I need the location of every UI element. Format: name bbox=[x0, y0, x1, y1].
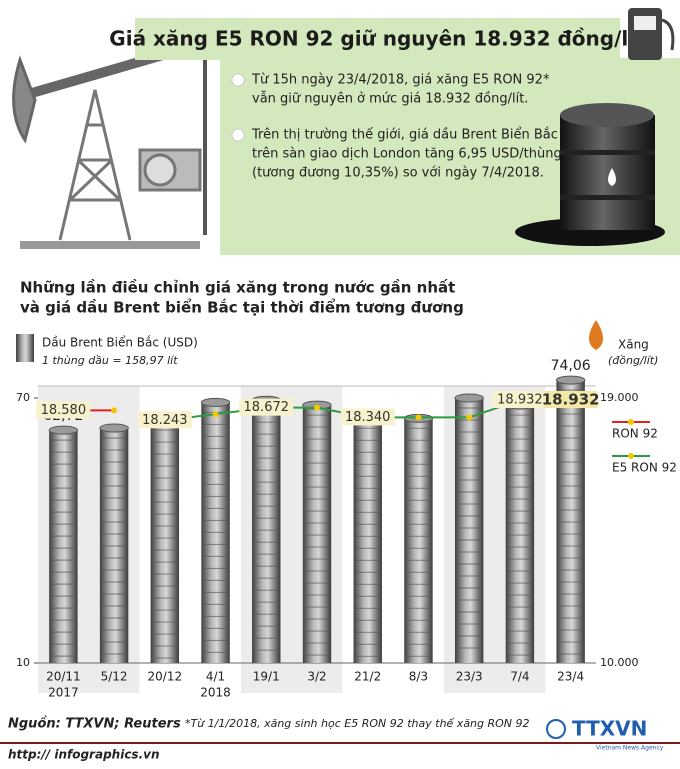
barrel-top bbox=[200, 397, 231, 407]
legend-dot bbox=[628, 453, 634, 459]
x-tick-year: 2017 bbox=[48, 686, 79, 700]
legend-label: E5 RON 92 bbox=[612, 461, 677, 475]
pump-illustration bbox=[12, 35, 217, 249]
barrel-illustration bbox=[515, 103, 665, 246]
value-label: 18.580 bbox=[41, 403, 87, 418]
value-label: 18.932 bbox=[542, 391, 600, 409]
subtitle: và giá dầu Brent biển Bắc tại thời điểm … bbox=[20, 298, 464, 317]
legend: Dầu Brent Biển Bắc (USD) 1 thùng dầu = 15… bbox=[16, 320, 677, 475]
logo-subtitle: Vietnam News Agency bbox=[596, 745, 664, 752]
logo: TTXVN bbox=[572, 717, 647, 741]
y2-label: Xăng bbox=[618, 338, 649, 352]
legend-label: Dầu Brent Biển Bắc (USD) bbox=[42, 336, 198, 350]
y2-tick-label: 10.000 bbox=[600, 656, 639, 669]
barrel bbox=[353, 418, 382, 663]
title-banner bbox=[135, 18, 620, 60]
value-label: 18.340 bbox=[345, 410, 391, 425]
barrel-top bbox=[99, 423, 129, 433]
legend-label: RON 92 bbox=[612, 427, 658, 441]
bullet-text: trên sàn giao dịch London tăng 6,95 USD/… bbox=[252, 147, 562, 162]
x-tick-label: 8/3 bbox=[409, 670, 428, 684]
barrel bbox=[302, 405, 332, 663]
value-label-box bbox=[36, 401, 91, 419]
y-tick-label: 70 bbox=[16, 391, 30, 404]
legend-drop bbox=[589, 320, 603, 350]
x-tick-label: 19/1 bbox=[253, 670, 280, 684]
value-label: 18.243 bbox=[142, 413, 188, 428]
fuel-pump-icon bbox=[628, 8, 675, 60]
barrel bbox=[404, 418, 433, 663]
bullet-text: Trên thị trường thế giới, giá dầu Brent … bbox=[251, 128, 558, 143]
bullet-text: vẫn giữ nguyên ở mức giá 18.932 đồng/lít… bbox=[252, 92, 528, 107]
x-tick-label: 4/1 bbox=[206, 670, 225, 684]
x-tick-year: 2018 bbox=[200, 686, 231, 700]
value-label-box bbox=[492, 391, 547, 409]
y2-tick-label: 19.000 bbox=[600, 391, 639, 404]
value-label-box bbox=[239, 398, 294, 416]
logo-mark bbox=[546, 719, 566, 739]
footer-rule bbox=[0, 742, 680, 744]
barrel-top bbox=[555, 375, 586, 385]
legend-dot bbox=[628, 419, 634, 425]
value-label: 74,06 bbox=[551, 358, 591, 374]
x-tick-label: 21/2 bbox=[354, 670, 381, 684]
barrel bbox=[252, 400, 281, 663]
legend-note: 1 thùng dầu = 158,97 lít bbox=[42, 354, 178, 367]
subtitle: Những lần điều chỉnh giá xăng trong nước… bbox=[20, 278, 455, 297]
url[interactable]: http:// infographics.vn bbox=[8, 748, 160, 762]
x-tick-label: 23/3 bbox=[456, 670, 483, 684]
series-point bbox=[212, 411, 219, 418]
value-label-box bbox=[543, 391, 598, 409]
value-label: 18.932 bbox=[497, 393, 543, 408]
footnote: *Từ 1/1/2018, xăng sinh học E5 RON 92 th… bbox=[185, 717, 530, 730]
value-label-box bbox=[340, 408, 395, 426]
x-tick-label: 7/4 bbox=[510, 670, 529, 684]
barrel-top bbox=[454, 393, 484, 403]
bullet-text: Từ 15h ngày 23/4/2018, giá xăng E5 RON 9… bbox=[251, 73, 550, 88]
chart: Những lần điều chỉnh giá xăng trong nước… bbox=[16, 278, 677, 700]
x-tick-label: 20/11 bbox=[46, 670, 81, 684]
x-tick-label: 3/2 bbox=[307, 670, 326, 684]
x-tick-label: 5/12 bbox=[101, 670, 128, 684]
series-point bbox=[314, 404, 320, 411]
barrel-top bbox=[48, 425, 79, 435]
barrel bbox=[49, 430, 78, 663]
legend-barrel bbox=[16, 334, 34, 362]
barrel bbox=[505, 405, 535, 663]
value-label: 18.672 bbox=[244, 400, 290, 415]
series-point bbox=[415, 414, 422, 421]
bullet-dot bbox=[231, 128, 245, 142]
barrel bbox=[150, 420, 180, 663]
x-tick-label: 23/4 bbox=[557, 670, 584, 684]
value-label-box bbox=[137, 411, 192, 429]
source: Nguồn: TTXVN; Reuters bbox=[8, 717, 181, 732]
title: Giá xăng E5 RON 92 giữ nguyên 18.932 đồn… bbox=[109, 27, 645, 51]
bullet-dot bbox=[231, 73, 245, 87]
series-point bbox=[466, 414, 473, 421]
bullets: Từ 15h ngày 23/4/2018, giá xăng E5 RON 9… bbox=[231, 73, 562, 181]
y2-unit: (đồng/lít) bbox=[608, 354, 658, 367]
barrel bbox=[454, 398, 484, 663]
y-tick-label: 10 bbox=[16, 656, 30, 669]
bullet-text: (tương đương 10,35%) so với ngày 7/4/201… bbox=[252, 166, 544, 181]
x-tick-label: 20/12 bbox=[148, 670, 183, 684]
series-point bbox=[111, 407, 118, 414]
